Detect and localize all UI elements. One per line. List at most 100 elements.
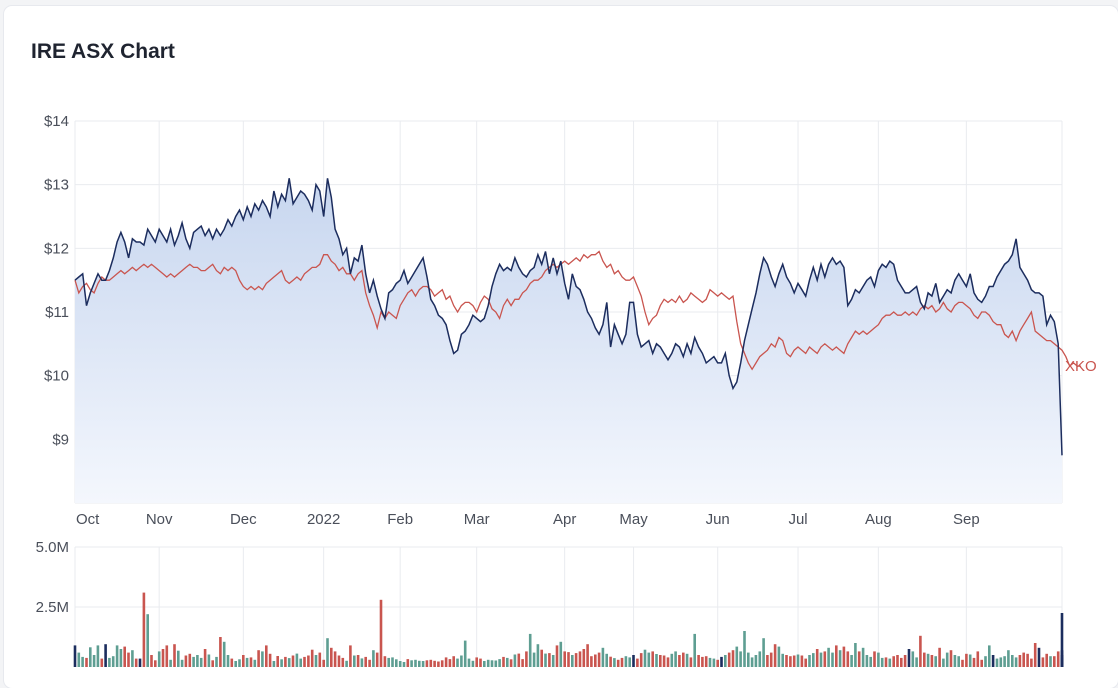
volume-bar [234, 661, 237, 667]
volume-bar [226, 655, 230, 667]
volume-bar [701, 656, 704, 667]
volume-bar [567, 652, 570, 667]
volume-bar [835, 645, 838, 667]
volume-bar [299, 658, 302, 667]
volume-bar [502, 656, 505, 667]
volume-bar [819, 652, 823, 667]
date-tick-label: May [619, 511, 648, 528]
volume-bar [161, 649, 165, 667]
volume-bar [613, 658, 616, 667]
volume-bar [957, 656, 960, 667]
volume-bar [666, 657, 670, 667]
volume-bar [150, 655, 153, 667]
volume-bar [498, 659, 501, 667]
volume-bar [440, 660, 444, 667]
volume-bar [689, 657, 693, 667]
volume-bar [111, 656, 115, 667]
volume-bar [199, 657, 203, 667]
volume-bar [923, 652, 926, 667]
volume-bar [230, 658, 234, 667]
volume-bar [831, 652, 834, 667]
volume-bar [636, 658, 639, 667]
volume-bar [509, 659, 513, 667]
volume-bar [360, 658, 364, 667]
ire-area-fill [75, 178, 1062, 504]
volume-bar [800, 655, 804, 667]
ire-line[interactable] [74, 178, 1063, 456]
volume-bar [372, 650, 375, 667]
date-tick-label: Aug [865, 511, 892, 528]
volume-bar [739, 651, 742, 667]
volume-bar [92, 655, 96, 667]
volume-bar [337, 655, 341, 667]
volume-bar [379, 599, 383, 667]
volume-bar [192, 656, 195, 667]
volume-bar [708, 657, 712, 667]
volume-bar [563, 651, 566, 667]
volume-bar [211, 660, 214, 667]
volume-bar [1037, 647, 1041, 667]
volume-bar [747, 652, 750, 667]
volume-bar [242, 655, 245, 667]
volume-tick-label: 5.0M [36, 539, 69, 556]
volume-bar [310, 649, 314, 667]
volume-bar [961, 659, 964, 667]
volume-bar [414, 659, 417, 667]
volume-bar [773, 644, 777, 667]
volume-bar [789, 656, 792, 667]
date-tick-label: Dec [230, 511, 257, 528]
volume-bar [685, 653, 689, 667]
volume-bars [73, 592, 1064, 667]
volume-bar [651, 651, 654, 667]
volume-bar [375, 652, 379, 667]
date-tick-label: Jun [706, 511, 730, 528]
volume-bar [884, 657, 888, 667]
volume-bar [89, 647, 92, 667]
volume-bar [265, 645, 268, 667]
volume-bar [115, 645, 119, 667]
volume-bar [609, 656, 612, 667]
date-tick-label: 2022 [307, 511, 340, 528]
volume-bar [766, 655, 769, 667]
volume-bar [333, 651, 337, 667]
volume-bar [249, 657, 253, 667]
volume-tick-label: 2.5M [36, 599, 69, 616]
volume-bar [670, 653, 674, 667]
date-x-axis: Oct Nov Dec 2022 Feb Mar Apr May Jun Jul Aug Sep [76, 511, 980, 528]
volume-bar [471, 660, 475, 667]
volume-bar [861, 647, 865, 667]
volume-bar [146, 614, 149, 667]
volume-bar [1007, 650, 1010, 667]
volume-bar [460, 655, 463, 667]
volume-bar [991, 655, 995, 667]
date-tick-label: Jul [788, 511, 807, 528]
volume-bar [444, 657, 448, 667]
volume-bar [594, 654, 597, 667]
volume-bar [418, 660, 421, 667]
volume-bar [479, 658, 482, 667]
volume-bar [616, 659, 620, 667]
volume-bar [945, 652, 949, 667]
volume-bar [620, 657, 624, 667]
volume-bar [287, 658, 291, 667]
volume-bar [972, 657, 976, 667]
xko-line[interactable] [74, 250, 1082, 371]
volume-bar [704, 656, 708, 667]
volume-bar [915, 657, 918, 667]
volume-bar [911, 651, 915, 667]
volume-bar [574, 653, 578, 667]
volume-bar [119, 649, 123, 667]
volume-bar [180, 659, 184, 667]
volume-bar [467, 658, 471, 667]
volume-bar [597, 652, 601, 667]
date-tick-label: Apr [553, 511, 576, 528]
volume-bar [196, 655, 199, 667]
volume-bar [268, 653, 272, 667]
volume-bar [1022, 652, 1025, 667]
volume-y-axis: 5.0M 2.5M [36, 539, 69, 616]
volume-bar [571, 655, 574, 667]
volume-bar [555, 645, 559, 667]
volume-bar [1026, 653, 1029, 667]
volume-bar [1011, 655, 1014, 667]
